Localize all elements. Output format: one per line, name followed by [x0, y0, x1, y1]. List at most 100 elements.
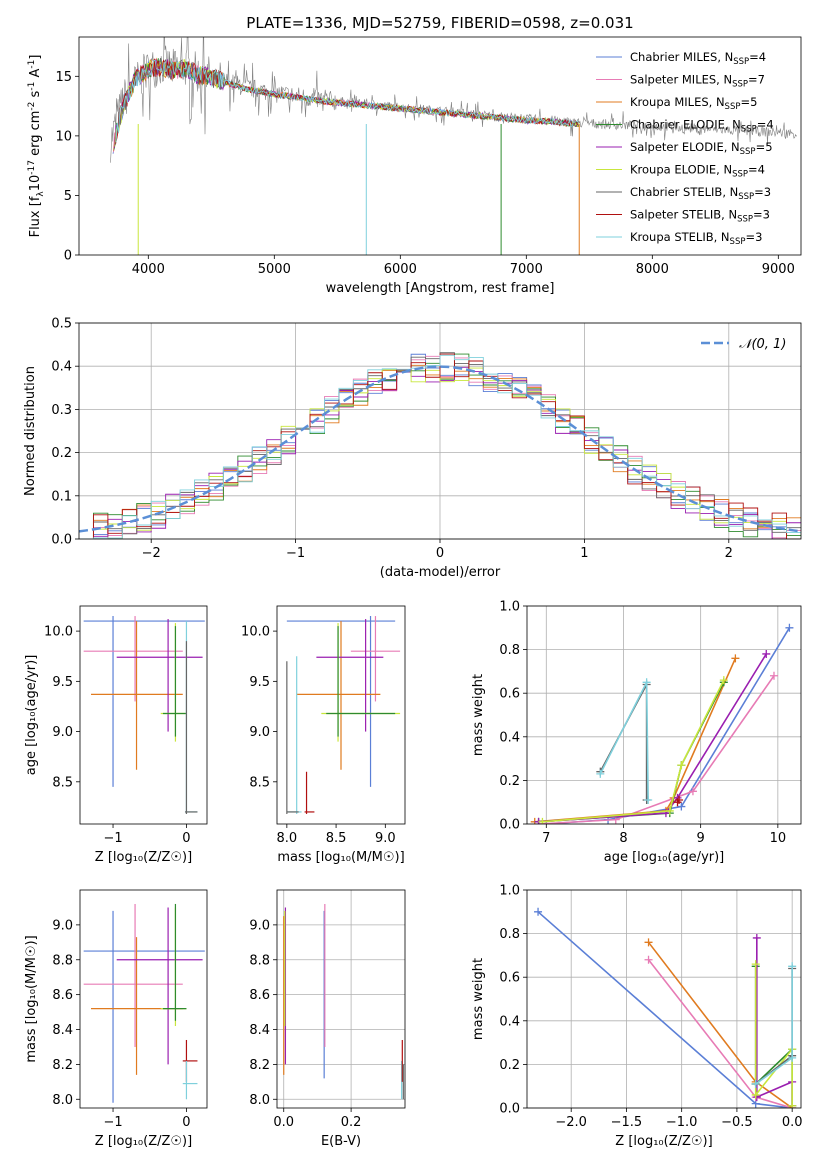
point-marker — [788, 1101, 797, 1108]
y-tick-label: 8.2 — [52, 1058, 73, 1073]
legend-eq: =3 — [753, 208, 770, 222]
y-axis-label: age [log₁₀(age/yr)] — [24, 655, 39, 776]
legend-name: Chabrier STELIB, N — [630, 185, 738, 199]
point-marker — [677, 802, 686, 811]
legend-name: Salpeter STELIB, N — [630, 208, 737, 222]
y-tick-label: 8.4 — [52, 1023, 73, 1038]
point-marker — [644, 796, 653, 805]
y-tick-label: 9.0 — [249, 725, 270, 740]
panel-mw_vs_age: 7 8 9 10 0.0 0.2 0.4 0.6 0.8 1.0 age [log₁₀(age/yr… — [471, 600, 802, 865]
y-tick-label: 9.0 — [52, 918, 73, 933]
y-label-part: λ — [36, 191, 46, 197]
series-line — [546, 627, 791, 824]
y-axis-label: mass weight — [471, 674, 486, 756]
x-tick-label: 1 — [580, 546, 588, 561]
x-tick-label: 5000 — [258, 262, 291, 277]
x-axis-label: Z [log₁₀(Z/Z☉)] — [95, 1134, 192, 1149]
y-tick-label: 0.2 — [499, 774, 520, 789]
x-tick-label: −2 — [142, 546, 161, 561]
y-tick-label: 0.3 — [51, 403, 72, 418]
x-axis-label: mass [log₁₀(M/M☉)] — [277, 850, 404, 865]
x-tick-label: 2 — [725, 546, 733, 561]
y-label-part: -2 — [27, 102, 37, 111]
x-tick-label: 8.5 — [326, 831, 347, 846]
x-tick-label: 0.0 — [273, 1115, 294, 1130]
legend-sub: SSP — [725, 102, 741, 112]
legend-name: Kroupa ELODIE, N — [630, 163, 732, 177]
axes-frame — [526, 605, 802, 825]
legend-sub: SSP — [738, 192, 754, 202]
y-tick-label: 9.5 — [249, 675, 270, 690]
legend-sub: SSP — [732, 80, 748, 90]
y-tick-label: 9.5 — [52, 675, 73, 690]
x-tick-label: 4000 — [132, 262, 165, 277]
legend-label: Chabrier ELODIE, NSSP=4 — [630, 118, 774, 135]
plot-area — [83, 616, 205, 814]
model-line — [115, 59, 579, 143]
legend-label: Kroupa STELIB, NSSP=3 — [630, 230, 762, 247]
x-tick-label: 10 — [770, 831, 787, 846]
x-tick-label: 7 — [542, 831, 550, 846]
series-line — [542, 679, 725, 823]
y-tick-label: 5 — [64, 189, 72, 204]
series-line — [647, 941, 793, 1108]
legend-label: Salpeter MILES, NSSP=7 — [630, 73, 765, 90]
axes-frame — [79, 605, 208, 825]
point-marker — [751, 1080, 760, 1089]
x-axis-label: (data-model)/error — [380, 565, 501, 580]
y-tick-label: 1.0 — [499, 884, 520, 899]
legend-name: Kroupa MILES, N — [630, 95, 725, 109]
y-tick-label: 8.8 — [52, 953, 73, 968]
x-axis-label: Z [log₁₀(Z/Z☉)] — [615, 1134, 712, 1149]
y-tick-label: 0.6 — [499, 687, 520, 702]
legend-sub: SSP — [737, 215, 753, 225]
legend-name: Kroupa STELIB, N — [630, 230, 730, 244]
y-tick-label: 8.4 — [249, 1023, 270, 1038]
y-tick-label: 0.4 — [499, 1014, 520, 1029]
y-tick-label: 0.4 — [51, 360, 72, 375]
x-tick-label: 9000 — [762, 262, 795, 277]
x-tick-label: −1 — [286, 546, 305, 561]
y-tick-label: 15 — [55, 70, 72, 85]
legend-eq: =4 — [748, 163, 765, 177]
histogram-step — [79, 354, 801, 539]
y-tick-label: 9.0 — [52, 725, 73, 740]
legend-eq: =7 — [748, 73, 765, 87]
x-tick-label: −1.0 — [666, 1115, 698, 1130]
legend-label: Chabrier MILES, NSSP=4 — [630, 50, 766, 67]
y-tick-label: 0.0 — [51, 533, 72, 548]
y-tick-label: 0.0 — [499, 818, 520, 833]
x-tick-label: 9 — [697, 831, 705, 846]
legend-sub: SSP — [741, 125, 757, 135]
plot-area — [79, 352, 801, 539]
point-marker — [538, 817, 547, 824]
y-axis-label: mass [log₁₀(M/M☉)] — [24, 935, 39, 1062]
y-tick-label: 0.1 — [51, 489, 72, 504]
y-tick-label: 9.0 — [249, 918, 270, 933]
x-tick-label: 8.0 — [277, 831, 298, 846]
point-marker — [751, 1090, 760, 1099]
y-label-part: 10 — [28, 175, 43, 192]
point-marker — [644, 938, 653, 947]
plot-area — [110, 37, 798, 255]
y-tick-label: 8.2 — [249, 1058, 270, 1073]
y-tick-label: 0.2 — [499, 1058, 520, 1073]
axes-frame — [79, 889, 208, 1109]
point-marker — [762, 649, 771, 658]
point-marker — [719, 676, 728, 685]
legend-label: 𝒩(0, 1) — [739, 337, 786, 352]
y-tick-label: 8.8 — [249, 953, 270, 968]
y-label-part: A — [28, 69, 43, 82]
x-tick-label: −0.5 — [721, 1115, 753, 1130]
x-tick-label: 6000 — [384, 262, 417, 277]
x-tick-label: 7000 — [510, 262, 543, 277]
y-axis-label: mass weight — [471, 958, 486, 1040]
legend-sub: SSP — [740, 147, 756, 157]
x-axis-label: age [log₁₀(age/yr)] — [604, 850, 725, 865]
y-tick-label: 0.2 — [51, 446, 72, 461]
legend-label: Kroupa MILES, NSSP=5 — [630, 95, 757, 112]
x-tick-label: 0 — [436, 546, 444, 561]
series-line — [534, 657, 737, 823]
x-tick-label: 0.2 — [341, 1115, 362, 1130]
